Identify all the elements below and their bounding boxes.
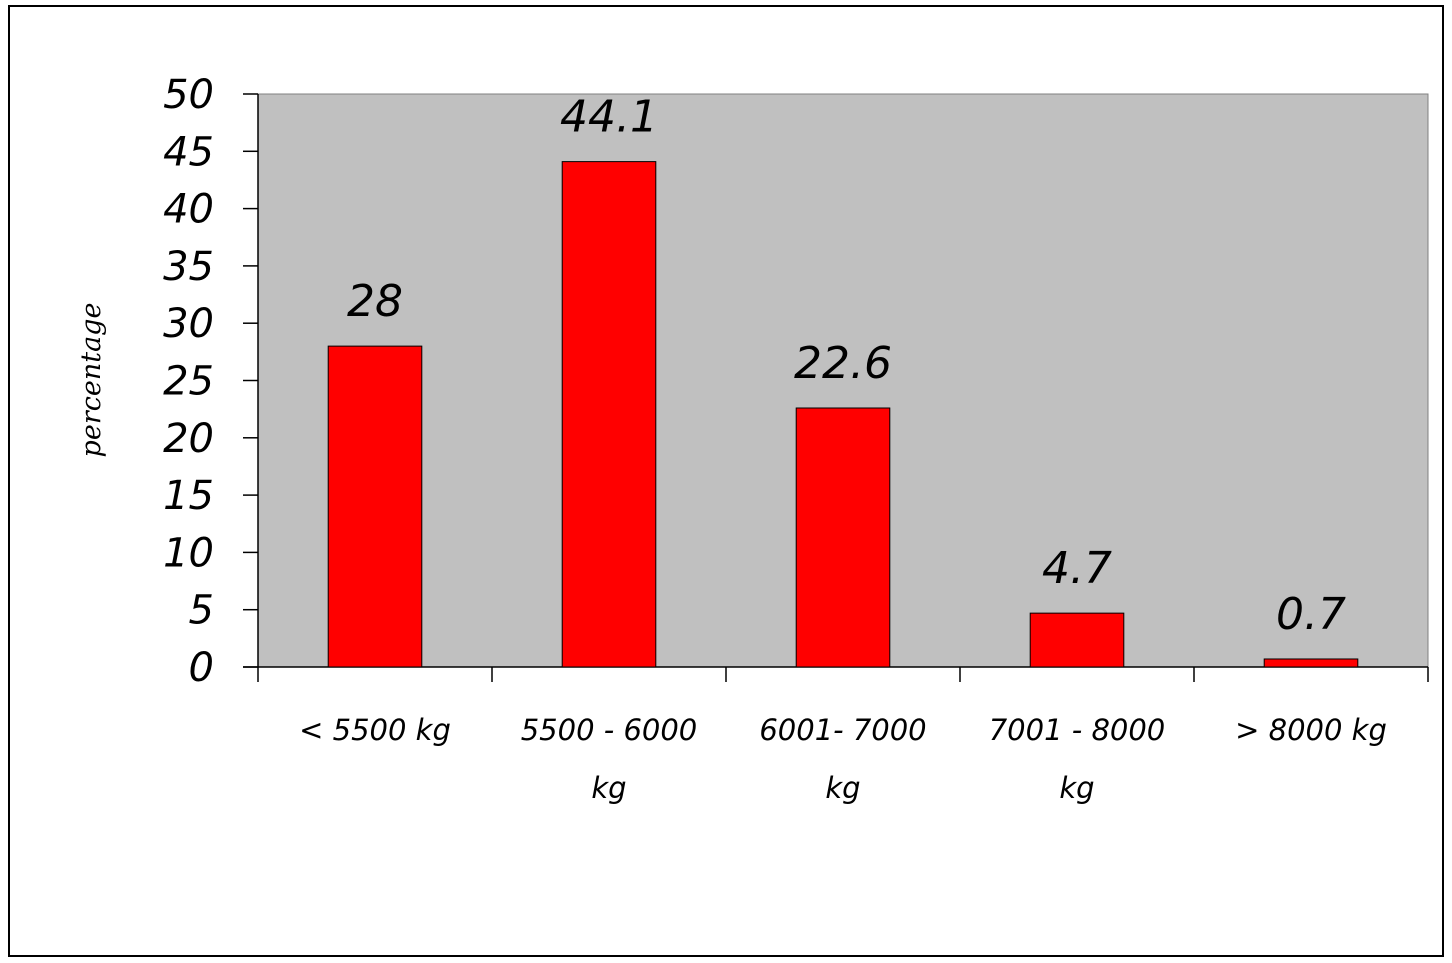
- data-label: 4.7: [1042, 543, 1112, 594]
- category-label: kg: [1059, 771, 1094, 805]
- bar: [795, 407, 891, 668]
- data-label: 0.7: [1276, 589, 1346, 640]
- category-label: < 5500 kg: [299, 713, 451, 747]
- y-tick-label: 20: [163, 416, 214, 462]
- category-label: > 8000 kg: [1235, 713, 1387, 747]
- y-tick-label: 30: [163, 301, 214, 347]
- category-label: 5500 - 6000: [521, 713, 698, 747]
- y-tick-label: 15: [163, 473, 214, 519]
- y-tick-label: 50: [163, 72, 214, 118]
- y-tick-label: 35: [163, 244, 214, 290]
- bar: [1263, 658, 1359, 668]
- bar: [561, 161, 657, 668]
- category-label: 7001 - 8000: [989, 713, 1166, 747]
- bars: [327, 161, 1359, 668]
- y-tick-label: 5: [189, 588, 214, 634]
- bar: [327, 345, 423, 668]
- x-axis-ticks: [257, 667, 1429, 682]
- y-tick-label: 45: [163, 129, 214, 175]
- y-axis-title: percentage: [76, 303, 107, 458]
- y-tick-label: 40: [163, 187, 214, 233]
- data-label: 28: [347, 276, 403, 327]
- bar: [1029, 612, 1125, 668]
- category-label: 6001- 7000: [759, 713, 926, 747]
- category-label: kg: [591, 771, 626, 805]
- data-label: 44.1: [560, 92, 658, 143]
- y-tick-label: 0: [189, 645, 214, 691]
- data-labels: 28 44.1 22.6 4.7 0.7: [347, 92, 1346, 640]
- category-labels: < 5500 kg 5500 - 6000 kg 6001- 7000 kg 7001 -…: [299, 713, 1387, 805]
- y-axis-ticks: 0 5 10 15 20 25 30 35 40 45 50: [163, 72, 258, 691]
- data-label: 22.6: [794, 338, 892, 389]
- y-tick-label: 10: [163, 530, 214, 576]
- y-tick-label: 25: [163, 359, 214, 405]
- category-label: kg: [825, 771, 860, 805]
